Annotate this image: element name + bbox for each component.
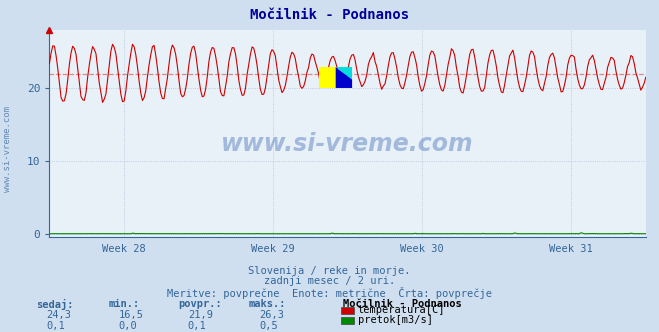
Polygon shape bbox=[335, 67, 352, 80]
Text: zadnji mesec / 2 uri.: zadnji mesec / 2 uri. bbox=[264, 276, 395, 286]
Text: Week 29: Week 29 bbox=[251, 244, 295, 254]
Text: sedaj:: sedaj: bbox=[36, 299, 74, 310]
Text: Močilnik - Podnanos: Močilnik - Podnanos bbox=[343, 299, 461, 309]
Text: temperatura[C]: temperatura[C] bbox=[358, 305, 445, 315]
Text: www.si-vreme.com: www.si-vreme.com bbox=[221, 132, 474, 156]
Text: povpr.:: povpr.: bbox=[178, 299, 221, 309]
Text: Week 28: Week 28 bbox=[102, 244, 146, 254]
Text: 24,3: 24,3 bbox=[46, 310, 71, 320]
Text: 16,5: 16,5 bbox=[119, 310, 144, 320]
Polygon shape bbox=[335, 67, 352, 88]
Text: min.:: min.: bbox=[109, 299, 140, 309]
Text: Močilnik - Podnanos: Močilnik - Podnanos bbox=[250, 8, 409, 22]
Text: 0,0: 0,0 bbox=[119, 321, 137, 331]
Bar bbox=[320, 67, 335, 88]
Text: Slovenija / reke in morje.: Slovenija / reke in morje. bbox=[248, 266, 411, 276]
Text: 0,5: 0,5 bbox=[259, 321, 277, 331]
Text: Week 30: Week 30 bbox=[400, 244, 444, 254]
Text: pretok[m3/s]: pretok[m3/s] bbox=[358, 315, 433, 325]
Text: maks.:: maks.: bbox=[249, 299, 287, 309]
Text: Week 31: Week 31 bbox=[550, 244, 593, 254]
Text: www.si-vreme.com: www.si-vreme.com bbox=[3, 106, 13, 193]
Text: Meritve: povprečne  Enote: metrične  Črta: povprečje: Meritve: povprečne Enote: metrične Črta:… bbox=[167, 287, 492, 299]
Text: 21,9: 21,9 bbox=[188, 310, 213, 320]
Text: 0,1: 0,1 bbox=[46, 321, 65, 331]
Text: 26,3: 26,3 bbox=[259, 310, 284, 320]
Text: 0,1: 0,1 bbox=[188, 321, 206, 331]
